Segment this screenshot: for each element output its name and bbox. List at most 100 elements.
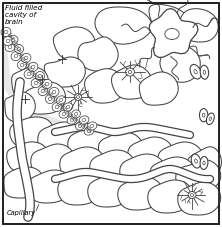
Ellipse shape [202, 113, 205, 117]
Ellipse shape [74, 94, 82, 100]
Polygon shape [158, 142, 204, 175]
Ellipse shape [17, 47, 21, 51]
Ellipse shape [194, 69, 197, 74]
Polygon shape [139, 72, 178, 105]
Ellipse shape [199, 109, 208, 122]
Ellipse shape [70, 118, 74, 122]
Ellipse shape [190, 194, 194, 196]
Ellipse shape [38, 86, 48, 96]
Polygon shape [180, 9, 218, 42]
Polygon shape [99, 132, 143, 165]
Ellipse shape [46, 94, 54, 104]
Polygon shape [111, 65, 152, 99]
Polygon shape [85, 69, 125, 103]
Ellipse shape [191, 154, 201, 168]
Ellipse shape [84, 127, 94, 135]
Ellipse shape [4, 30, 8, 34]
Polygon shape [5, 92, 35, 122]
Ellipse shape [27, 72, 31, 76]
Ellipse shape [1, 27, 11, 37]
Ellipse shape [24, 69, 34, 79]
Ellipse shape [203, 161, 205, 165]
Ellipse shape [194, 159, 197, 163]
Ellipse shape [8, 45, 12, 49]
Ellipse shape [52, 102, 62, 112]
Polygon shape [68, 127, 113, 160]
Ellipse shape [55, 105, 59, 109]
Polygon shape [31, 144, 75, 177]
Ellipse shape [74, 112, 78, 116]
Polygon shape [58, 172, 103, 205]
Ellipse shape [87, 122, 97, 130]
Polygon shape [4, 167, 43, 198]
Polygon shape [186, 147, 221, 181]
Polygon shape [60, 147, 105, 180]
Ellipse shape [71, 110, 80, 118]
Polygon shape [178, 182, 221, 215]
Polygon shape [95, 7, 152, 44]
Ellipse shape [79, 116, 89, 124]
Polygon shape [28, 170, 73, 203]
Polygon shape [24, 82, 65, 114]
Ellipse shape [36, 72, 44, 81]
Ellipse shape [28, 62, 38, 72]
Ellipse shape [63, 103, 73, 111]
Ellipse shape [75, 122, 84, 130]
Ellipse shape [6, 39, 10, 43]
Polygon shape [10, 117, 54, 148]
Ellipse shape [18, 61, 26, 69]
Polygon shape [128, 137, 173, 170]
Ellipse shape [77, 96, 79, 98]
Polygon shape [160, 45, 200, 82]
Ellipse shape [128, 70, 132, 74]
Polygon shape [44, 57, 85, 87]
Polygon shape [118, 177, 163, 210]
Ellipse shape [125, 68, 135, 76]
Ellipse shape [82, 118, 86, 121]
Ellipse shape [8, 35, 18, 44]
Polygon shape [88, 174, 133, 207]
Ellipse shape [20, 63, 24, 67]
Ellipse shape [41, 89, 45, 93]
Ellipse shape [38, 74, 42, 78]
Ellipse shape [59, 110, 69, 118]
Text: Capillary: Capillary [7, 210, 36, 216]
Polygon shape [149, 9, 198, 57]
Ellipse shape [14, 44, 24, 54]
Ellipse shape [42, 79, 52, 89]
Ellipse shape [31, 65, 35, 69]
Polygon shape [3, 0, 85, 138]
Ellipse shape [190, 64, 201, 79]
Ellipse shape [78, 124, 82, 128]
Polygon shape [12, 67, 48, 97]
Polygon shape [78, 37, 118, 71]
Polygon shape [150, 157, 195, 190]
Ellipse shape [66, 106, 70, 109]
Polygon shape [38, 122, 83, 155]
Ellipse shape [3, 37, 13, 46]
Polygon shape [148, 180, 193, 213]
Ellipse shape [52, 90, 56, 94]
Text: Fluid filled
cavity of
brain: Fluid filled cavity of brain [5, 5, 42, 25]
Ellipse shape [31, 79, 41, 88]
Ellipse shape [200, 156, 208, 169]
Ellipse shape [209, 117, 212, 121]
Ellipse shape [203, 70, 206, 74]
Ellipse shape [34, 81, 38, 85]
Ellipse shape [11, 51, 21, 61]
Ellipse shape [21, 53, 31, 63]
Ellipse shape [49, 87, 59, 96]
Ellipse shape [188, 191, 196, 199]
Ellipse shape [5, 42, 15, 52]
Ellipse shape [206, 113, 214, 125]
Ellipse shape [48, 97, 52, 101]
Ellipse shape [165, 29, 179, 39]
Ellipse shape [56, 96, 66, 104]
Ellipse shape [87, 129, 91, 133]
Ellipse shape [24, 56, 28, 60]
Ellipse shape [45, 82, 49, 86]
Ellipse shape [14, 54, 18, 58]
Polygon shape [90, 150, 135, 183]
Polygon shape [7, 142, 48, 172]
Polygon shape [120, 154, 165, 187]
